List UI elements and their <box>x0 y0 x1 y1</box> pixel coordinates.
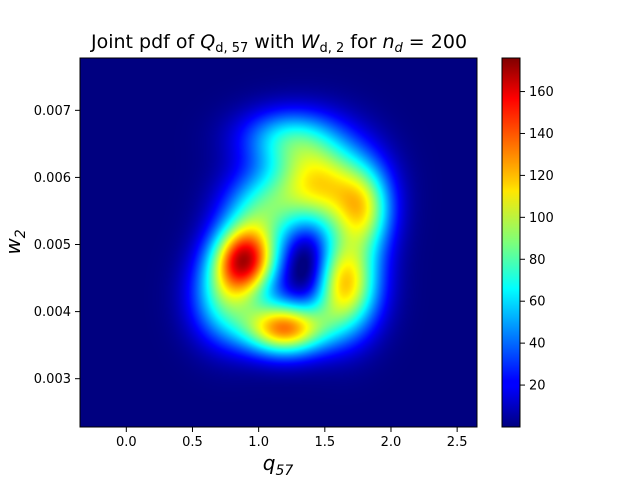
x-tick-label: 0.5 <box>182 435 203 450</box>
title-mid: with <box>248 31 300 53</box>
y-tick-label: 0.007 <box>34 104 71 119</box>
x-tick-label: 1.0 <box>248 435 269 450</box>
colorbar-tick-label: 60 <box>529 295 546 310</box>
colorbar-tick-label: 40 <box>529 337 546 352</box>
colorbar-tick-label: 100 <box>529 211 554 226</box>
x-tick-label: 2.0 <box>381 435 402 450</box>
colorbar-ticks: 20 40 60 80 100 120 140 160 <box>520 85 554 394</box>
heatmap-area <box>80 58 477 427</box>
title-prefix: Joint pdf of <box>90 31 200 53</box>
x-tick-label: 0.0 <box>116 435 137 450</box>
colorbar-tick-label: 120 <box>529 169 554 184</box>
title-suffix: = 200 <box>403 31 467 53</box>
title-mid2: for <box>344 31 382 53</box>
colorbar <box>502 58 520 427</box>
colorbar-tick-label: 140 <box>529 127 554 142</box>
colorbar-tick-label: 160 <box>529 85 554 100</box>
title-q-var: Q <box>200 31 215 53</box>
colorbar-tick-label: 20 <box>529 379 546 394</box>
x-axis-ticks: 0.0 0.5 1.0 1.5 2.0 2.5 <box>116 427 468 450</box>
heatmap-canvas <box>80 58 477 427</box>
x-tick-label: 2.5 <box>447 435 468 450</box>
colorbar-frame <box>501 57 521 428</box>
title-w-sub: d, 2 <box>319 41 344 56</box>
x-axis-label-var: q <box>263 451 276 475</box>
title-w-var: W <box>301 31 321 53</box>
x-axis-label-sub: 57 <box>275 463 293 479</box>
y-tick-label: 0.003 <box>34 372 71 387</box>
y-tick-label: 0.005 <box>34 238 71 253</box>
x-tick-label: 1.5 <box>314 435 335 450</box>
y-tick-label: 0.006 <box>34 171 71 186</box>
title-n-var: n <box>382 31 394 53</box>
chart-title: Joint pdf of Qd, 57 with Wd, 2 for nd = … <box>90 31 467 56</box>
y-axis-label: w2 <box>1 229 29 254</box>
title-n-sub: d <box>395 41 404 56</box>
y-axis-label-sub: 2 <box>13 229 29 238</box>
y-axis-ticks: 0.003 0.004 0.005 0.006 0.007 <box>34 104 80 387</box>
colorbar-tick-label: 80 <box>529 253 546 268</box>
y-axis-label-var: w <box>1 238 25 255</box>
x-axis-label: q57 <box>263 451 294 479</box>
y-tick-label: 0.004 <box>34 305 71 320</box>
plot-frame <box>79 57 478 428</box>
title-q-sub: d, 57 <box>215 41 248 56</box>
